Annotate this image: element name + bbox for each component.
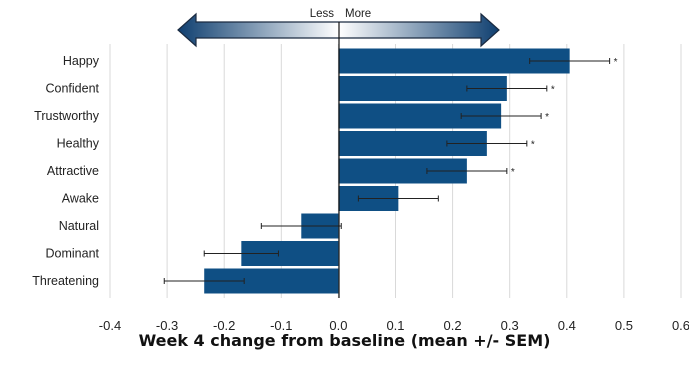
arrow-label-more: More — [345, 8, 371, 20]
x-tick-label: -0.1 — [270, 318, 292, 333]
significance-marker: * — [511, 167, 515, 178]
x-tick-labels: -0.4 -0.3 -0.2 -0.1 0.0 0.1 0.2 0.3 0.4 0.5 0.6 — [99, 318, 689, 333]
x-tick-label: -0.3 — [156, 318, 178, 333]
significance-marker: * — [545, 112, 549, 123]
significance-marker: * — [614, 57, 618, 68]
category-label: Attractive — [47, 164, 99, 178]
significance-marker: * — [531, 140, 535, 151]
category-label: Confident — [45, 82, 99, 96]
category-label: Threatening — [32, 274, 99, 288]
x-tick-label: 0.4 — [558, 318, 576, 333]
x-tick-label: -0.4 — [99, 318, 121, 333]
x-tick-label: -0.2 — [213, 318, 235, 333]
x-tick-label: 0.5 — [615, 318, 633, 333]
x-tick-label: 0.6 — [672, 318, 689, 333]
category-label: Healthy — [57, 137, 100, 151]
x-tick-label: 0.1 — [386, 318, 404, 333]
error-bars: * * * * * — [163, 57, 618, 284]
category-label: Dominant — [46, 247, 100, 261]
arrow-label-less: Less — [310, 8, 335, 20]
category-label: Trustworthy — [34, 109, 100, 123]
x-axis-title: Week 4 change from baseline (mean +/- SE… — [138, 331, 551, 350]
x-tick-label: 0.3 — [501, 318, 519, 333]
significance-marker: * — [551, 85, 555, 96]
x-tick-label: 0.2 — [444, 318, 462, 333]
x-tick-label: 0.0 — [329, 318, 347, 333]
bars — [204, 48, 570, 294]
category-label: Awake — [62, 192, 99, 206]
category-labels: Happy Confident Trustworthy Healthy Attracti… — [32, 54, 99, 288]
category-label: Happy — [63, 54, 100, 68]
category-label: Natural — [59, 219, 99, 233]
